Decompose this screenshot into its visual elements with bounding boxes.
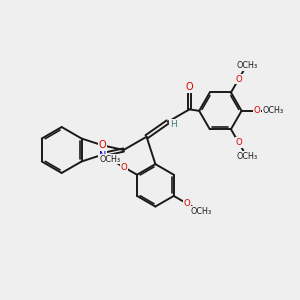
Text: O: O bbox=[186, 82, 193, 92]
Text: OCH₃: OCH₃ bbox=[262, 106, 283, 115]
Text: OCH₃: OCH₃ bbox=[190, 207, 211, 216]
Text: O: O bbox=[120, 163, 127, 172]
Text: O: O bbox=[235, 138, 242, 147]
Text: OCH₃: OCH₃ bbox=[99, 154, 121, 164]
Text: O: O bbox=[184, 199, 190, 208]
Text: OCH₃: OCH₃ bbox=[236, 152, 257, 161]
Text: N: N bbox=[99, 151, 106, 161]
Text: O: O bbox=[254, 106, 260, 115]
Text: H: H bbox=[170, 120, 176, 129]
Text: O: O bbox=[98, 140, 106, 150]
Text: OCH₃: OCH₃ bbox=[236, 61, 257, 70]
Text: O: O bbox=[235, 75, 242, 84]
